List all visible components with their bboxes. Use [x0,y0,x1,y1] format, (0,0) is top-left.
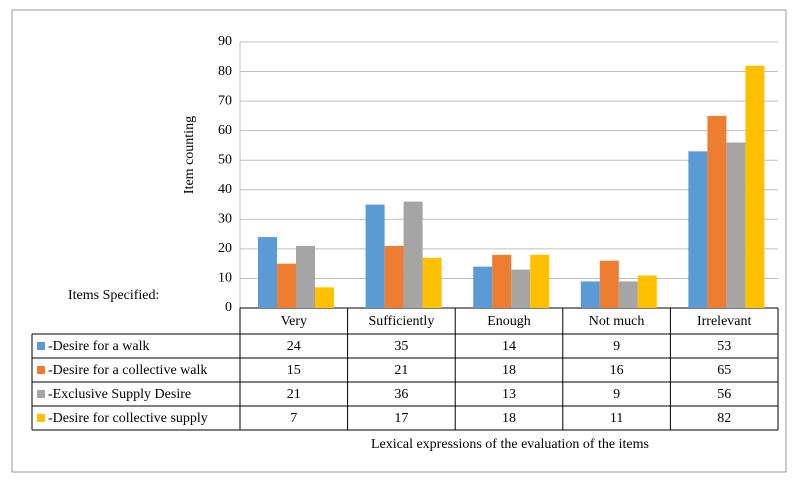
table-value: 9 [613,339,620,354]
table-value: 65 [717,363,731,378]
bar [473,266,493,308]
legend-label: -Exclusive Supply Desire [48,387,191,402]
bar [365,204,385,308]
bar [277,263,296,308]
x-tick-label: Very [281,314,307,329]
bar [296,245,315,308]
bar [384,245,404,308]
legend-label: -Desire for a walk [48,339,149,354]
bar [707,115,727,308]
legend-swatch [37,342,45,350]
table-value: 24 [287,339,301,354]
frame [11,9,787,473]
x-tick-label: Irrelevant [697,314,752,329]
bar [618,281,638,308]
table-value: 35 [394,339,408,354]
bar [315,287,334,308]
y-tick-label: 0 [225,300,232,315]
table-header: Items Specified: [68,288,159,303]
legend-label: -Desire for a collective walk [48,363,207,378]
bar [688,151,708,308]
bar [258,237,277,308]
bar [745,65,765,309]
table-value: 56 [717,387,731,402]
bar [599,260,619,308]
y-axis-label: Item counting [182,116,197,194]
table-value: 18 [502,411,516,426]
table-value: 7 [290,411,297,426]
table-value: 18 [502,363,516,378]
bar [422,257,442,308]
bar [726,142,746,308]
table-value: 14 [502,339,516,354]
bar [492,254,512,308]
table-value: 82 [717,411,731,426]
x-axis-label: Lexical expressions of the evaluation of… [371,437,649,452]
y-tick-label: 90 [218,34,232,49]
table-value: 16 [610,363,624,378]
table-value: 21 [287,387,301,402]
legend-swatch [37,414,45,422]
table-value: 11 [610,411,623,426]
y-tick-label: 30 [218,212,232,227]
y-tick-label: 60 [218,123,232,138]
y-tick-label: 50 [218,152,232,167]
y-tick-label: 10 [218,271,232,286]
table-value: 9 [613,387,620,402]
bar [580,281,600,308]
y-tick-label: 80 [218,64,232,79]
bar [403,201,423,308]
table-value: 21 [394,363,408,378]
bar [637,275,657,308]
legend-swatch [37,366,45,374]
x-tick-label: Not much [589,314,645,329]
legend-label: -Desire for collective supply [48,411,208,426]
bar [511,269,531,308]
table-value: 53 [717,339,731,354]
legend-swatch [37,390,45,398]
table-value: 36 [394,387,408,402]
x-tick-label: Sufficiently [368,314,434,329]
bar [530,254,550,308]
table-value: 13 [502,387,516,402]
y-tick-label: 70 [218,93,232,108]
y-tick-label: 20 [218,241,232,256]
x-tick-label: Enough [487,314,531,329]
table-value: 17 [394,411,408,426]
y-tick-label: 40 [218,182,232,197]
table-value: 15 [287,363,301,378]
